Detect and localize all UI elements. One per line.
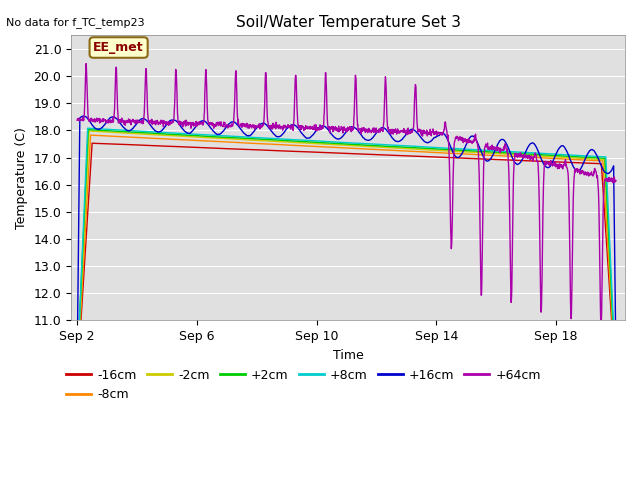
Legend: -16cm, -8cm, -2cm, +2cm, +8cm, +16cm, +64cm: -16cm, -8cm, -2cm, +2cm, +8cm, +16cm, +6… [61, 364, 546, 406]
X-axis label: Time: Time [333, 349, 364, 362]
Title: Soil/Water Temperature Set 3: Soil/Water Temperature Set 3 [236, 15, 461, 30]
Text: No data for f_TC_temp23: No data for f_TC_temp23 [6, 17, 145, 28]
Y-axis label: Temperature (C): Temperature (C) [15, 127, 28, 229]
Text: EE_met: EE_met [93, 41, 144, 54]
